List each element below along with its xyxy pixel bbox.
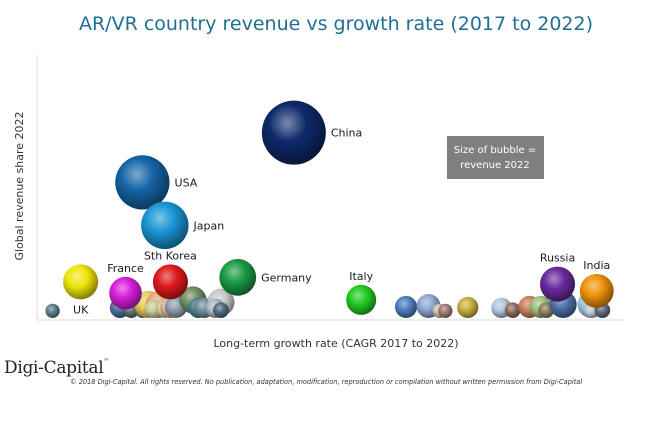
x-axis-label: Long-term growth rate (CAGR 2017 to 2022… <box>213 337 458 350</box>
bubble-unlabeled-16 <box>394 295 418 319</box>
bubble-label-china: China <box>331 127 362 140</box>
bubble-france <box>109 276 142 310</box>
y-axis-label: Global revenue share 2022 <box>13 111 26 260</box>
bubble-label-uk: UK <box>73 303 89 316</box>
bubble-india <box>579 273 614 308</box>
brand-name: Digi-Capital <box>4 358 104 378</box>
bubble-label-japan: Japan <box>193 219 225 232</box>
bubble-usa <box>115 155 170 210</box>
bubble-label-france: France <box>107 262 144 275</box>
bubble-unlabeled-22 <box>504 302 521 318</box>
bubble-sth-korea <box>152 264 188 300</box>
bubble-russia <box>539 266 576 302</box>
bubble-unlabeled-20 <box>457 296 479 319</box>
size-legend-line-1: Size of bubble = <box>454 145 536 156</box>
bubble-germany <box>219 258 257 296</box>
bubble-label-sth-korea: Sth Korea <box>144 249 197 262</box>
copyright-notice: © 2018 Digi-Capital. All rights reserved… <box>70 378 583 386</box>
size-legend: Size of bubble = revenue 2022 <box>447 136 544 179</box>
bubble-label-russia: Russia <box>540 252 575 265</box>
bubble-label-germany: Germany <box>261 271 312 284</box>
brand-logo: Digi-Capital™ <box>4 358 109 378</box>
bubble-unlabeled-0 <box>45 303 60 318</box>
size-legend-box <box>447 136 544 179</box>
bubble-japan <box>141 201 189 250</box>
brand-trademark: ™ <box>103 358 110 365</box>
bubble-china <box>261 100 326 165</box>
bubble-unlabeled-19 <box>438 303 453 318</box>
bubble-uk <box>63 264 99 300</box>
bubble-unlabeled-15 <box>213 302 229 318</box>
bubble-label-usa: USA <box>175 176 198 189</box>
size-legend-line-2: revenue 2022 <box>460 160 530 171</box>
chart-title: AR/VR country revenue vs growth rate (20… <box>79 13 593 35</box>
bubble-italy <box>346 284 377 315</box>
bubble-label-italy: Italy <box>349 270 373 283</box>
bubble-label-india: India <box>583 259 610 272</box>
